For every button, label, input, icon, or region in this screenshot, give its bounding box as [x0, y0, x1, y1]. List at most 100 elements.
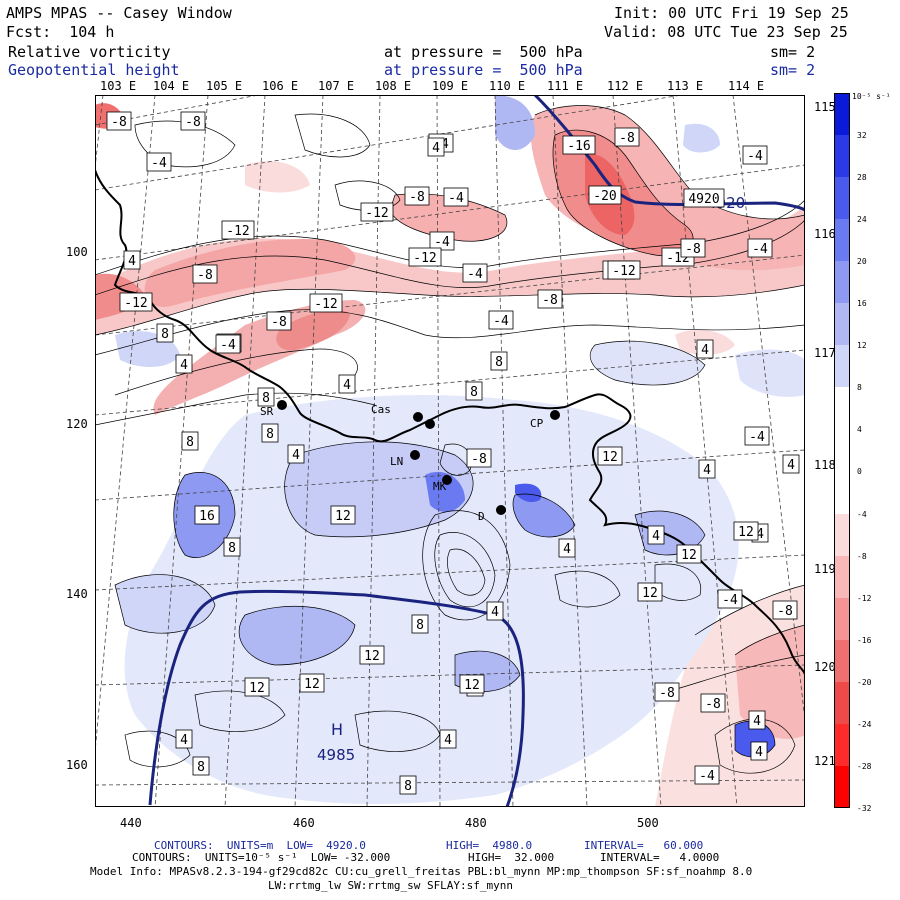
contour-label-box: [782, 454, 800, 474]
colorbar-frame: [834, 93, 850, 808]
contour-label-box: [744, 426, 770, 446]
field1-level: at pressure = 500 hPa: [384, 43, 583, 61]
y-tick-label: 140: [66, 587, 88, 601]
contour-label: -4: [717, 589, 743, 609]
colorbar-label: -24: [857, 719, 872, 729]
contour-label-box: [175, 729, 193, 749]
contour-label-text: 4: [432, 141, 440, 156]
contour-label-text: -4: [151, 156, 167, 171]
contour-label-text: 4: [180, 358, 188, 373]
x-tick-label: 460: [293, 816, 315, 830]
contour-label: -20: [588, 185, 622, 205]
contour-label: -8: [654, 682, 680, 702]
contour-label: 8: [261, 423, 279, 443]
station-marker: [413, 412, 423, 422]
contour-label: -12: [119, 292, 153, 312]
contour-label-text: 12: [602, 450, 618, 465]
contour-label-box: [654, 682, 680, 702]
contour-label: 12: [330, 505, 356, 525]
contour-label-box: [700, 693, 726, 713]
contour-label-box: [399, 775, 417, 795]
contour-label-box: [192, 756, 210, 776]
colorbar-label: -4: [857, 509, 867, 519]
valid-time: Valid: 08 UTC Tue 23 Sep 25: [604, 23, 848, 41]
contour-label-box: [156, 323, 174, 343]
contour-label: 4: [175, 729, 193, 749]
product-title: AMPS MPAS -- Casey Window: [6, 4, 232, 22]
contour-label: 4: [123, 250, 141, 270]
contour-label-text: -8: [197, 268, 213, 283]
y-tick-label: 120: [66, 417, 88, 431]
contour-label-text: -4: [434, 235, 450, 250]
contour-label: -8: [614, 127, 640, 147]
station-marker: [277, 400, 287, 410]
contour-label: -8: [537, 289, 563, 309]
contour-label-box: [607, 260, 641, 280]
colorbar-label: -12: [857, 593, 872, 603]
contour-label-text: 12: [738, 525, 754, 540]
contour-label-text: 12: [642, 586, 658, 601]
colorbar-segment: [834, 597, 850, 641]
contour-label-box: [443, 187, 469, 207]
station-label: Cas: [371, 403, 391, 416]
colorbar-label: 32: [857, 131, 867, 140]
contour-label-box: [106, 111, 132, 131]
contour-label: -4: [215, 334, 241, 354]
height-contour-interval: INTERVAL= 60.000: [584, 839, 704, 852]
contour-label-text: 4: [756, 527, 764, 542]
contour-label: 4: [750, 741, 768, 761]
contour-label-box: [747, 238, 773, 258]
field2-smoothing: sm= 2: [770, 61, 816, 79]
contour-label-box: [119, 292, 153, 312]
colorbar-label: -28: [857, 761, 872, 771]
lon-label: 109 E: [432, 79, 469, 93]
lon-label: 105 E: [206, 79, 243, 93]
lon-label: 104 E: [153, 79, 190, 93]
contour-label-text: 12: [304, 677, 320, 692]
contour-label: -12: [360, 202, 394, 222]
field1-name: Relative vorticity: [8, 43, 171, 61]
colorbar-segment: [834, 639, 850, 683]
contour-label-box: [698, 459, 716, 479]
contour-label-text: -20: [593, 189, 616, 204]
contour-label: 4: [782, 454, 800, 474]
contour-label-box: [330, 505, 356, 525]
contour-label-box: [146, 152, 172, 172]
init-time: Init: 00 UTC Fri 19 Sep 25: [614, 4, 849, 22]
contour-label-text: 8: [161, 327, 169, 342]
contour-label: 8: [257, 387, 275, 407]
graticule: [95, 95, 805, 807]
colorbar-label: 16: [857, 299, 867, 309]
contour-label-text: 4920: [688, 192, 719, 207]
contour-label-box: [647, 525, 665, 545]
colorbar-label: 20: [857, 257, 867, 267]
contour-label-text: -12: [124, 296, 147, 311]
contour-label-box: [261, 423, 279, 443]
contour-label: 4: [647, 525, 665, 545]
contour-label: -12: [309, 293, 343, 313]
contour-label-box: [299, 673, 325, 693]
contour-label-text: -4: [448, 191, 464, 206]
contour-label-box: [537, 289, 563, 309]
contour-label-box: [597, 446, 623, 466]
field1-smoothing: sm= 2: [770, 43, 816, 61]
contour-label: -8: [266, 311, 292, 331]
station-marker: [425, 419, 435, 429]
contour-label-text: 4: [343, 378, 351, 393]
contour-label: 8: [411, 614, 429, 634]
contour-label-box: [614, 127, 640, 147]
contour-label-box: [742, 145, 768, 165]
station-label: D: [478, 510, 485, 523]
contour-label-text: -8: [271, 315, 287, 330]
contour-label: 8: [192, 756, 210, 776]
station-label: MK: [433, 480, 447, 493]
contour-label-box: [309, 293, 343, 313]
lon-label: 111 E: [547, 79, 584, 93]
contour-label-box: [462, 263, 488, 283]
contour-label-box: [717, 589, 743, 609]
contour-label: -12: [408, 247, 442, 267]
colorbar-segment: [834, 513, 850, 557]
contour-label-box: [223, 537, 241, 557]
map-frame: [95, 95, 805, 807]
contour-label-text: 8: [470, 385, 478, 400]
